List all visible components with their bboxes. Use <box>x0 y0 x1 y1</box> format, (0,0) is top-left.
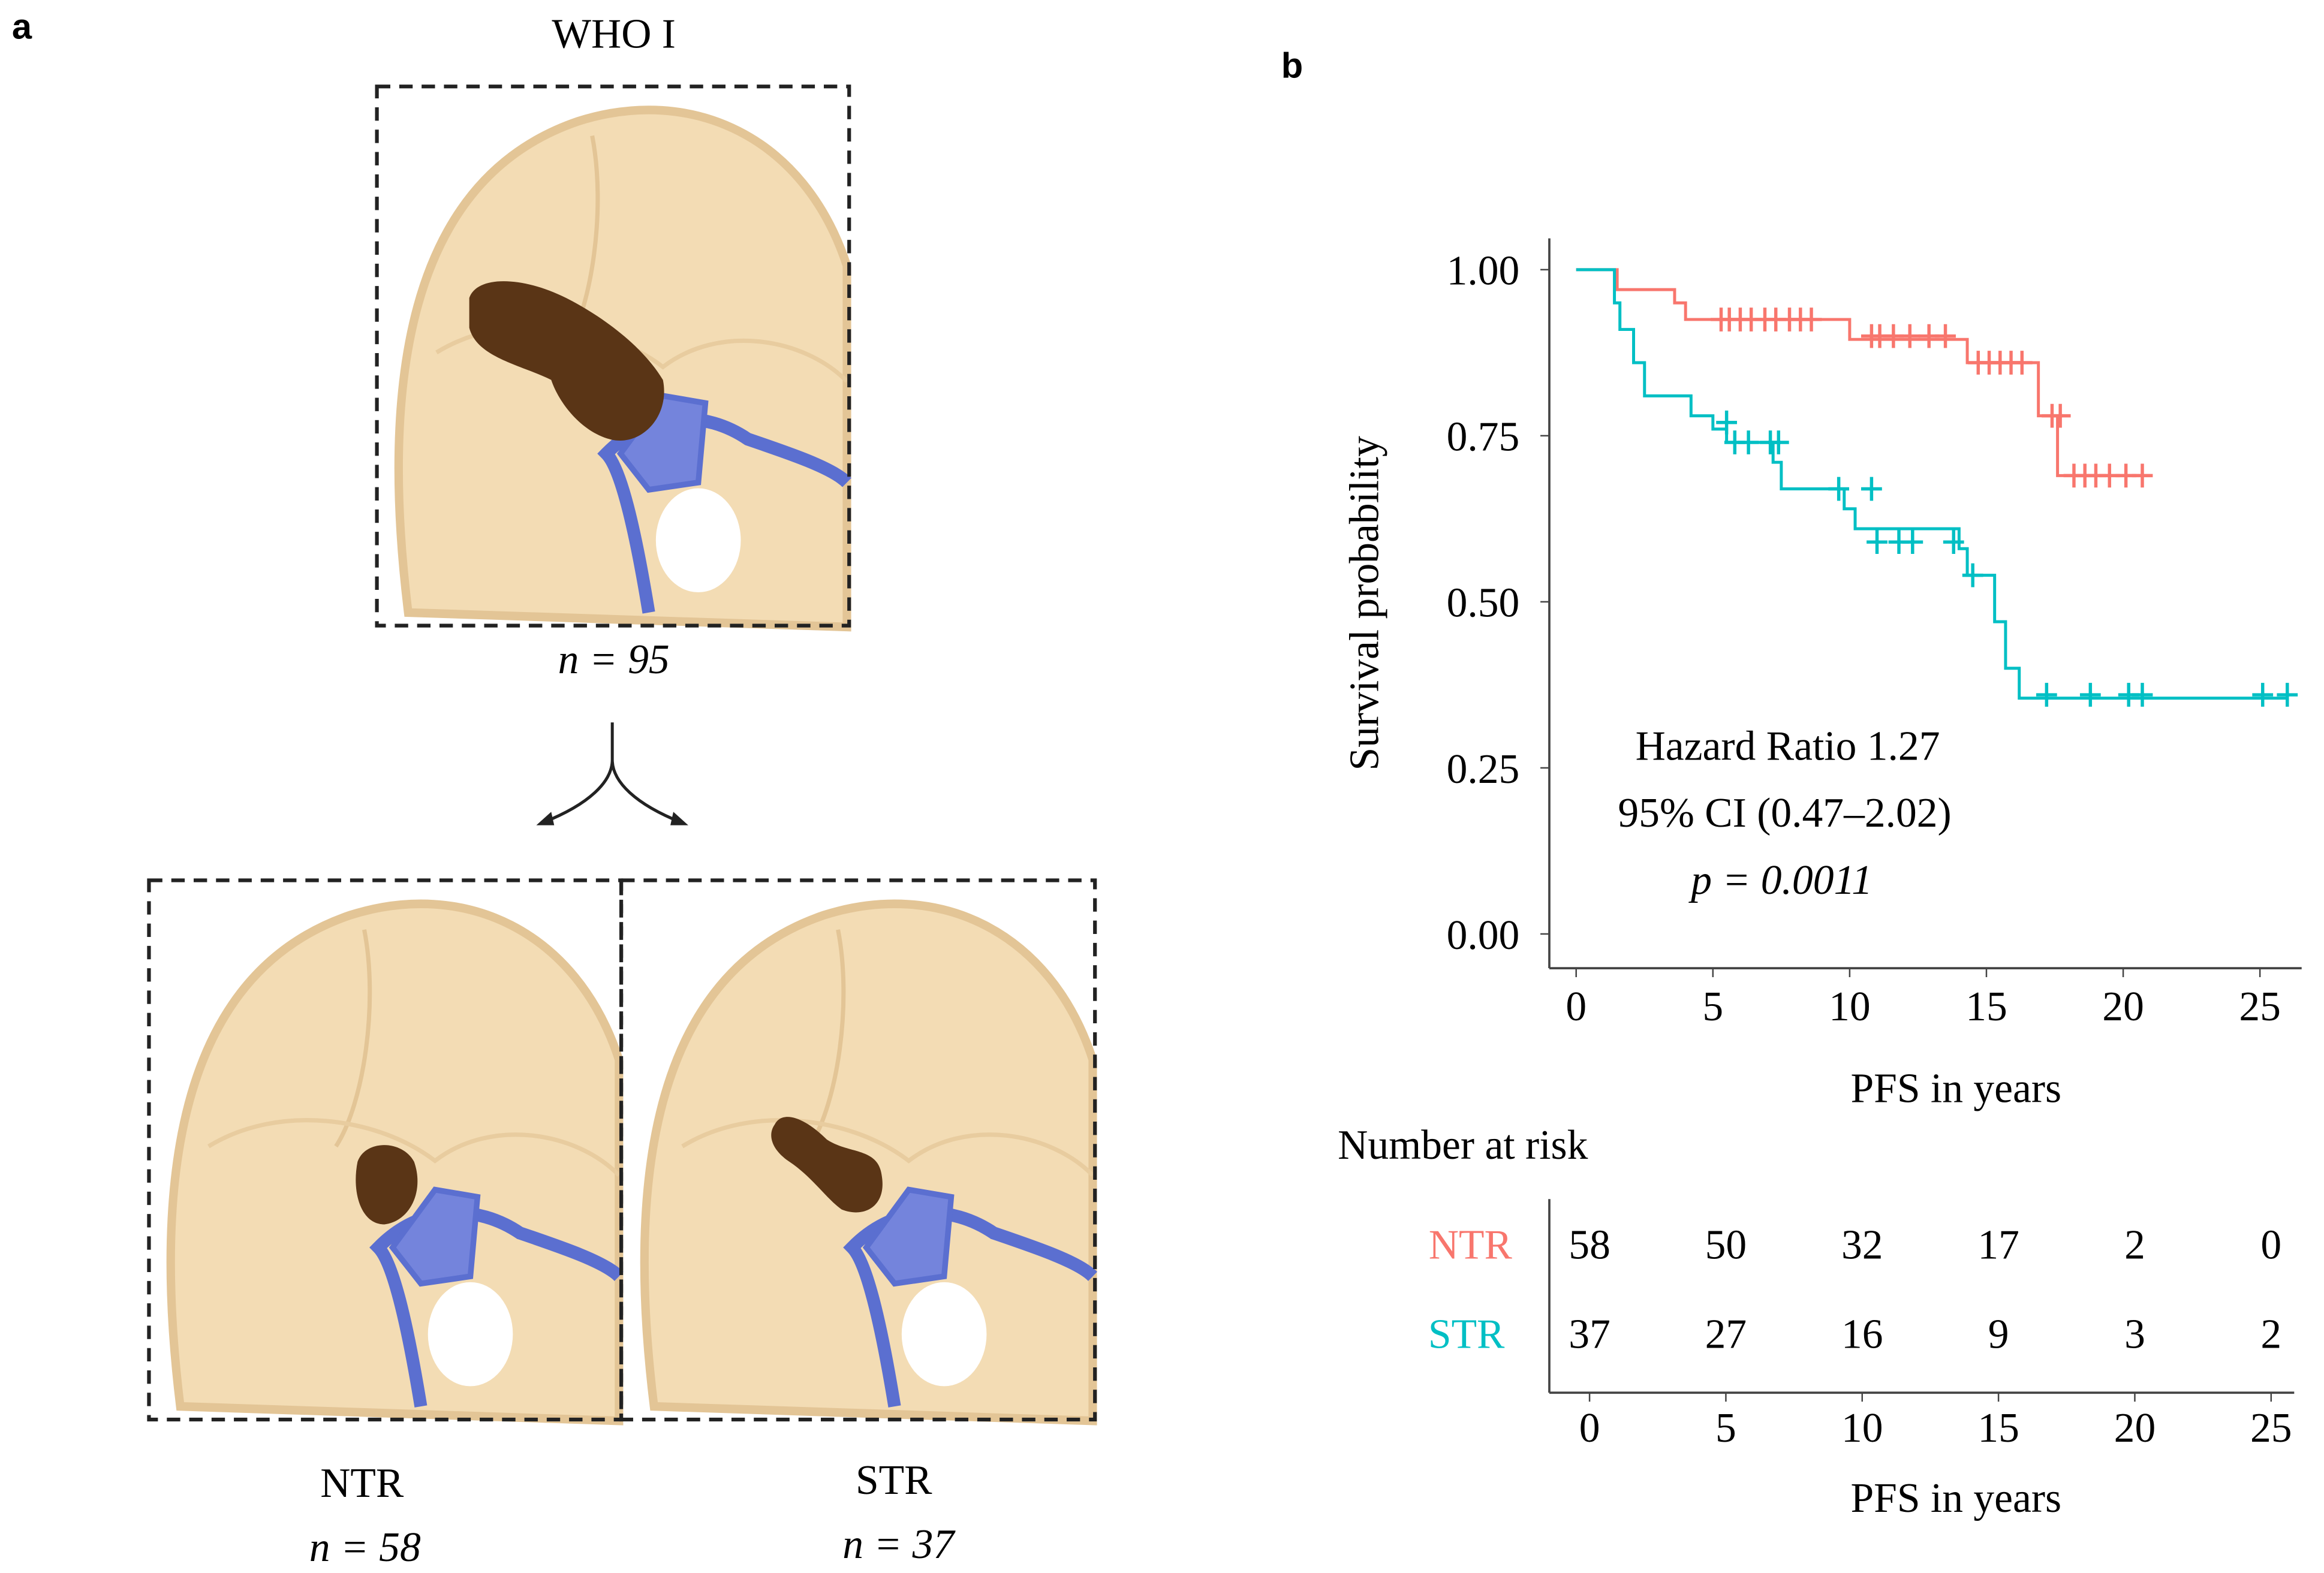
x-tick-label: 0 <box>1566 984 1587 1030</box>
risk-x-tick-label: 15 <box>1977 1405 2019 1451</box>
risk-cell: 2 <box>2260 1312 2281 1358</box>
risk-row-str-label: STR <box>1428 1312 1505 1358</box>
risk-cell: 27 <box>1705 1312 1747 1358</box>
risk-cell: 16 <box>1841 1312 1883 1358</box>
ntr-n: n = 58 <box>309 1524 421 1571</box>
censor-mark-str <box>2036 683 2057 707</box>
who-n: n = 95 <box>558 637 670 683</box>
censor-mark-ntr <box>2132 463 2153 488</box>
censor-mark-str <box>1716 410 1738 435</box>
censor-mark-str <box>1867 530 1888 555</box>
y-axis-label: Survival probability <box>1341 436 1387 770</box>
risk-table: Number at risk NTR STR 58 50 32 17 2 037 27 16 9… <box>1338 1122 2295 1521</box>
tumor-large <box>469 281 664 441</box>
risk-x-tick-label: 10 <box>1841 1405 1883 1451</box>
risk-x-tick-label: 0 <box>1579 1405 1600 1451</box>
ntr-title: NTR <box>320 1460 404 1506</box>
who-title: WHO I <box>552 11 676 58</box>
ntr-illustration <box>147 878 621 1421</box>
y-tick-label: 0.00 <box>1447 912 1520 959</box>
censor-mark-ntr <box>2049 403 2071 428</box>
x-tick-label: 15 <box>1965 984 2007 1030</box>
y-tick-label: 0.50 <box>1447 580 1520 626</box>
str-n: n = 37 <box>842 1521 956 1568</box>
str-illustration <box>619 878 1095 1421</box>
arrowheads <box>536 812 688 825</box>
y-tick-label: 0.75 <box>1447 414 1520 460</box>
censor-mark-str <box>1962 563 1983 587</box>
censor-mark-str <box>2252 683 2274 707</box>
x-tick-label: 10 <box>1829 984 1871 1030</box>
km-plot: 0.00 0.25 0.50 0.75 1.00 0 5 10 15 20 25 <box>1447 238 2302 1030</box>
risk-cell: 50 <box>1705 1222 1747 1268</box>
risk-cell: 9 <box>1988 1312 2009 1358</box>
who-illustration <box>375 85 850 627</box>
split-arrows <box>543 722 682 824</box>
panel-b-label: b <box>1281 45 1303 85</box>
risk-cell: 37 <box>1569 1312 1610 1358</box>
risk-x-tick-label: 25 <box>2250 1405 2292 1451</box>
y-tick-label: 1.00 <box>1447 248 1520 294</box>
risk-x-label: PFS in years <box>1850 1475 2061 1521</box>
censor-mark-ntr <box>1935 324 1956 348</box>
risk-x-tick-label: 5 <box>1715 1405 1736 1451</box>
km-curve-ntr <box>1576 268 2151 477</box>
risk-cell: 58 <box>1569 1222 1610 1268</box>
str-title: STR <box>856 1457 932 1503</box>
censor-mark-str <box>1943 530 1964 555</box>
risk-x-tick-label: 20 <box>2114 1405 2156 1451</box>
risk-cell: 17 <box>1977 1222 2019 1268</box>
y-tick-label: 0.25 <box>1447 746 1520 792</box>
censor-mark-str <box>2079 683 2101 707</box>
censor-mark-ntr <box>2011 351 2033 375</box>
risk-cell: 0 <box>2260 1222 2281 1268</box>
risk-table-title: Number at risk <box>1338 1122 1588 1168</box>
censor-mark-str <box>1828 477 1850 501</box>
censor-mark-str <box>2132 683 2153 707</box>
censor-mark-str <box>1768 430 1789 454</box>
censor-mark-str <box>1861 477 1882 501</box>
risk-cell: 32 <box>1841 1222 1883 1268</box>
risk-cell: 3 <box>2124 1312 2145 1358</box>
hazard-ratio: Hazard Ratio 1.27 <box>1636 723 1940 769</box>
censor-mark-str <box>2277 683 2298 707</box>
confidence-interval: 95% CI (0.47–2.02) <box>1618 790 1951 836</box>
risk-row-ntr-label: NTR <box>1429 1222 1513 1268</box>
panel-a-label: a <box>12 7 32 47</box>
censor-mark-ntr <box>1801 308 1822 332</box>
x-tick-label: 5 <box>1702 984 1723 1030</box>
censor-mark-str <box>1902 530 1923 555</box>
km-curve-str <box>1576 268 2287 700</box>
censor-mark-ntr <box>1899 324 1920 348</box>
p-value: p = 0.0011 <box>1688 857 1873 903</box>
censor-mark-str <box>1738 430 1759 454</box>
x-tick-label: 20 <box>2102 984 2144 1030</box>
x-axis-label: PFS in years <box>1850 1066 2061 1112</box>
risk-cell: 2 <box>2124 1222 2145 1268</box>
x-tick-label: 25 <box>2239 984 2281 1030</box>
